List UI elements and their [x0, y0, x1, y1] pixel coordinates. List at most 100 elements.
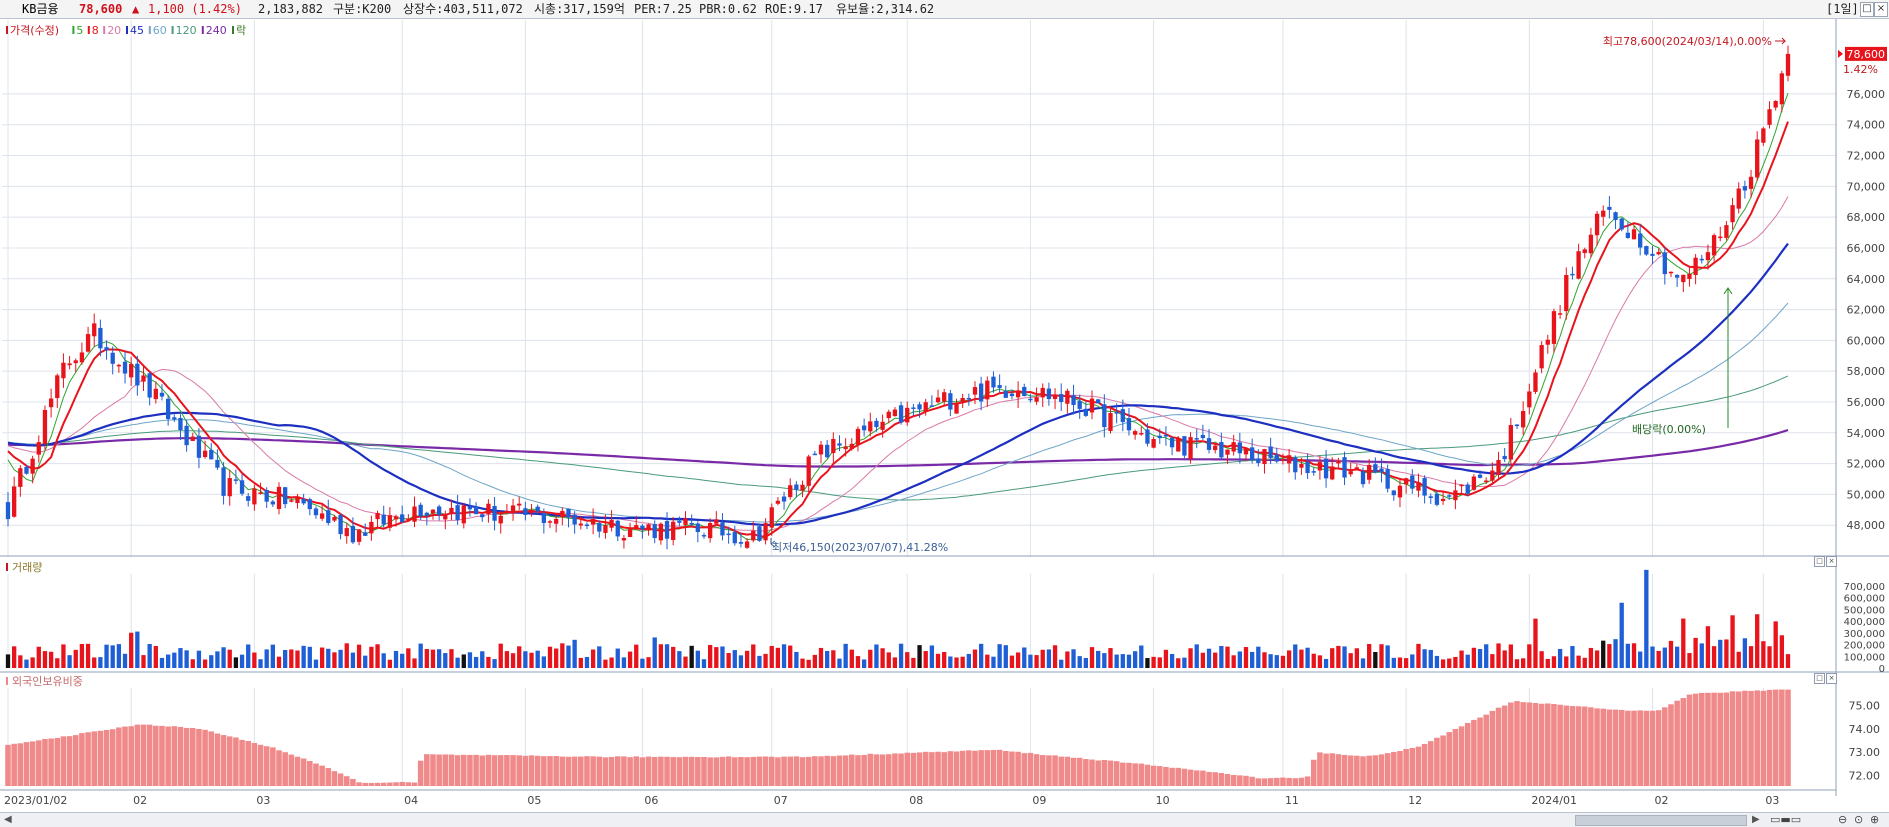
zoom-out-icon[interactable]: ⊖	[1838, 813, 1848, 826]
volume-bar	[449, 649, 454, 668]
candle	[461, 505, 466, 524]
candle	[233, 479, 239, 481]
volume-bar	[855, 656, 861, 668]
volume-bar	[1656, 650, 1661, 668]
candle	[289, 500, 294, 502]
candle	[1015, 391, 1021, 398]
candle	[1533, 372, 1538, 392]
candle	[1262, 449, 1267, 465]
candle	[1065, 390, 1070, 404]
candle	[443, 515, 448, 520]
foreign-bar	[516, 755, 522, 786]
foreign-bar	[1495, 707, 1502, 786]
foreign-bar	[990, 749, 997, 786]
volume-bar	[677, 651, 682, 668]
foreign-bar	[984, 750, 991, 786]
volume-bar	[129, 632, 134, 668]
price-tick-label: 52,000	[1847, 458, 1886, 471]
shares-label: 상장수:403,511,072	[403, 2, 523, 16]
candle	[1194, 438, 1199, 440]
zoom-reset-icon[interactable]: ⊙	[1854, 813, 1864, 826]
scroll-left-icon[interactable]: ◀	[4, 814, 12, 825]
price-grid	[2, 20, 1836, 786]
volume-bar	[1718, 639, 1723, 668]
volume-bar	[1108, 648, 1113, 668]
stock-name[interactable]: KB금융	[22, 2, 59, 16]
foreign-bar	[79, 733, 85, 786]
foreign-bar	[892, 753, 898, 786]
volume-bar	[1471, 647, 1477, 668]
foreign-bar	[504, 755, 510, 786]
volume-bar	[246, 644, 251, 668]
volume-bar	[424, 649, 429, 668]
chart-canvas[interactable]: 48,000 50,000 52,000 54,000 56,000 58,000 60,0…	[0, 19, 1889, 812]
x-tick-label: 12	[1408, 794, 1422, 807]
foreign-bar	[214, 733, 221, 786]
volume-bar	[110, 645, 115, 668]
volume-bar	[1650, 646, 1655, 668]
foreign-bar	[1329, 753, 1336, 786]
foreign-bar	[325, 768, 332, 786]
scroll-bar[interactable]: ◀ ▶ ▭▬▭ ⊖ ⊙ ⊕	[0, 812, 1889, 827]
scroll-thumb[interactable]	[1575, 815, 1747, 826]
volume-panel-maximize-icon[interactable]: □	[1814, 556, 1825, 567]
candle	[1182, 436, 1187, 456]
foreign-panel-maximize-icon[interactable]: □	[1814, 673, 1825, 684]
candle	[221, 467, 226, 496]
volume-bar	[732, 650, 737, 668]
foreign-panel-close-icon[interactable]: ×	[1826, 673, 1837, 684]
scroll-right-icon[interactable]: ▶	[1752, 814, 1760, 825]
volume-bar	[400, 653, 405, 668]
volume-bar	[1360, 658, 1366, 668]
volume-bar	[332, 652, 337, 668]
candle	[301, 498, 306, 504]
foreign-bar	[756, 756, 763, 786]
candle	[923, 402, 928, 412]
volume-bar	[1379, 644, 1384, 668]
legend-item: 60	[153, 24, 167, 37]
zoom-in-icon[interactable]: ⊕	[1870, 813, 1880, 826]
legend-swatch	[6, 26, 8, 34]
foreign-bar	[898, 753, 904, 786]
volume-bar	[381, 653, 386, 668]
volume-bar	[264, 649, 269, 668]
period-button[interactable]: [1일]	[1826, 2, 1859, 16]
foreign-bar	[590, 756, 596, 786]
volume-bar	[147, 644, 152, 668]
volume-panel-close-icon[interactable]: ×	[1826, 556, 1837, 567]
candle	[5, 502, 11, 520]
candle	[1514, 424, 1520, 427]
candle	[1724, 225, 1729, 238]
candle	[1256, 458, 1261, 464]
volume-bar	[923, 651, 928, 668]
volume-bar	[837, 658, 842, 668]
volume-bar	[523, 651, 528, 668]
candle	[418, 504, 423, 517]
candle	[1059, 394, 1064, 402]
foreign-bar	[1274, 777, 1280, 786]
candle	[1132, 431, 1138, 435]
volume-bar	[972, 649, 978, 668]
volume-bar	[1477, 649, 1483, 668]
foreign-bar	[399, 781, 405, 786]
volume-bar	[861, 659, 867, 668]
volume-bar	[233, 657, 239, 668]
volume-bar	[473, 656, 479, 668]
volume-bar	[42, 651, 48, 668]
candle	[141, 375, 146, 382]
foreign-bar	[1729, 691, 1736, 786]
candle	[1022, 386, 1027, 397]
foreign-bar	[578, 756, 584, 786]
candle	[1206, 438, 1212, 450]
volume-bar	[1638, 651, 1643, 668]
zoom-slider-icon[interactable]: ▭▬▭	[1770, 813, 1802, 826]
volume-bar	[1705, 626, 1711, 668]
candle	[98, 327, 103, 349]
maximize-icon[interactable]: □	[1860, 2, 1874, 17]
close-icon[interactable]: ×	[1874, 2, 1888, 17]
volume-bar	[1644, 569, 1649, 668]
foreign-bar	[1052, 755, 1058, 786]
volume-bar	[48, 651, 54, 668]
candle	[868, 421, 873, 432]
volume-bar	[313, 659, 319, 668]
